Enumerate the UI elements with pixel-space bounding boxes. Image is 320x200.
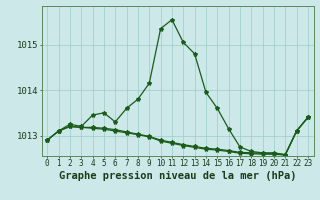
X-axis label: Graphe pression niveau de la mer (hPa): Graphe pression niveau de la mer (hPa) [59,171,296,181]
